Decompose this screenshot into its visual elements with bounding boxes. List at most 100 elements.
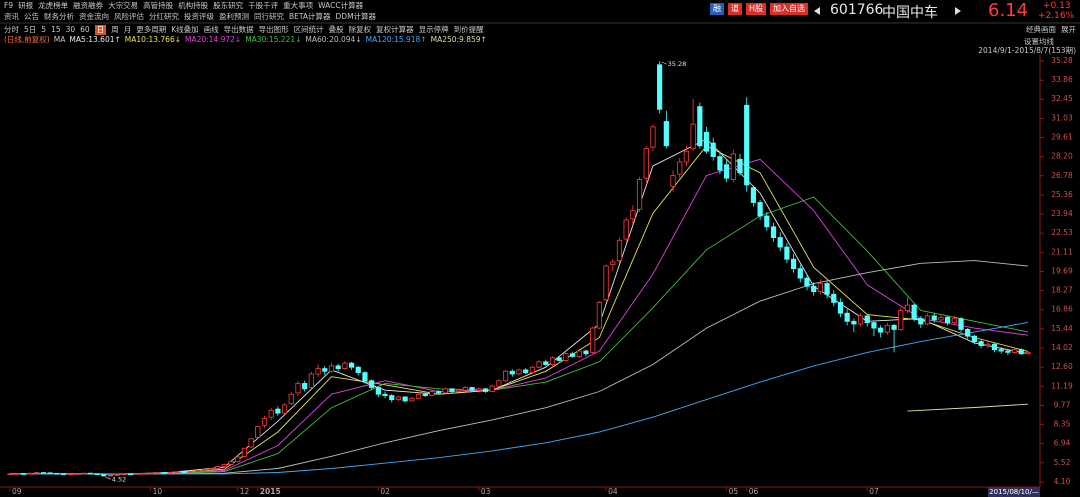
candle-body — [971, 335, 978, 342]
toolbar-item[interactable]: 导出图形 — [258, 25, 289, 34]
toolbar-item[interactable]: 显示停牌 — [418, 25, 449, 34]
menu-item[interactable]: 分红研究 — [149, 12, 179, 21]
ma-line — [907, 403, 1029, 412]
menu-item[interactable]: 研报 — [18, 1, 34, 10]
menu-item[interactable]: 股东研究 — [213, 1, 244, 10]
candle-body — [811, 285, 817, 293]
candle-body — [529, 366, 535, 374]
menu-item[interactable]: 资金流向 — [79, 12, 109, 21]
candle-body — [469, 387, 475, 391]
menu-item[interactable]: 龙虎榜单 — [38, 1, 69, 10]
toolbar-item[interactable]: 经典画面 — [1026, 25, 1056, 34]
candle-body — [503, 370, 509, 382]
annotation-label: 35.28 — [668, 60, 687, 68]
toolbar-item[interactable]: 叠股 — [328, 25, 344, 34]
candle-body — [1005, 350, 1011, 353]
menu-item[interactable]: 同行研究 — [254, 12, 284, 21]
toolbar-item[interactable]: 除复权 — [348, 25, 372, 34]
menu-item[interactable]: 机构持股 — [178, 1, 209, 10]
y-tick-label: 22.53 — [1051, 228, 1073, 237]
candle-body — [569, 353, 576, 357]
toolbar-item[interactable]: K线叠加 — [171, 25, 199, 34]
candle-body — [945, 316, 951, 324]
next-arrow[interactable] — [955, 7, 961, 15]
candle-body — [978, 341, 984, 347]
y-tick-label: 8.35 — [1054, 420, 1071, 429]
toolbar-item[interactable]: 分时 — [4, 25, 19, 34]
menu-item[interactable]: 公告 — [24, 12, 39, 21]
candle-body — [837, 302, 844, 314]
menu-item[interactable]: 重大事项 — [283, 1, 314, 10]
toolbar-item[interactable]: 月 — [123, 25, 132, 34]
menu-item[interactable]: 盈利预测 — [219, 12, 249, 21]
menu-item[interactable]: 资讯 — [4, 12, 19, 21]
menu-item[interactable]: WACC计算器 — [318, 1, 364, 10]
candle-body — [804, 277, 810, 287]
candle-body — [1025, 351, 1031, 355]
ma-settings[interactable]: 设置均线 — [1024, 37, 1054, 46]
candle-body — [429, 391, 435, 396]
candle-body — [462, 387, 469, 391]
candle-body — [436, 391, 442, 394]
candle-body — [924, 315, 931, 325]
toolbar-item[interactable]: 周 — [111, 25, 119, 34]
toolbar-item[interactable]: 到价提醒 — [453, 25, 484, 34]
header-button[interactable]: 道 — [728, 3, 742, 15]
candle-body — [563, 353, 569, 361]
candle-body — [549, 357, 556, 365]
menu-item[interactable]: 财务分析 — [44, 12, 74, 21]
menu-item[interactable]: 大宗交易 — [108, 1, 139, 10]
toolbar-item[interactable]: 日 — [94, 25, 107, 35]
toolbar-item[interactable]: 15 — [51, 25, 61, 34]
candle-body — [107, 474, 114, 477]
candle-body — [34, 472, 40, 474]
prev-arrow[interactable] — [814, 7, 820, 15]
candle-body — [636, 179, 643, 210]
toolbar-item[interactable]: 5日 — [24, 25, 37, 34]
menu-item[interactable]: 高管持股 — [143, 1, 174, 10]
candle-body — [757, 202, 763, 217]
candle-body — [101, 474, 107, 477]
candle-body — [516, 369, 522, 375]
menu-item[interactable]: 投资评级 — [184, 12, 214, 21]
toolbar-item[interactable]: 30 — [65, 25, 76, 34]
toolbar-item[interactable]: 更多周期 — [136, 25, 167, 34]
menu-item[interactable]: 风险评估 — [114, 12, 144, 21]
y-tick-label: 4.10 — [1054, 477, 1071, 486]
header-button[interactable]: 融 — [710, 3, 724, 15]
menu-item[interactable]: F9 — [4, 1, 14, 10]
header-button[interactable]: 加入自选 — [770, 3, 809, 15]
header-button[interactable]: H股 — [746, 3, 767, 15]
candle-body — [643, 148, 649, 179]
toolbar-item[interactable]: 画线 — [203, 25, 219, 34]
menu-item[interactable]: 融资融券 — [73, 1, 104, 10]
menu-item[interactable]: BETA计算器 — [289, 12, 331, 21]
legend-item: MA250:9.859↑ — [430, 35, 487, 44]
menu-item[interactable]: DDM计算器 — [335, 12, 377, 21]
y-tick-label: 25.36 — [1051, 190, 1073, 199]
candle-body — [442, 388, 448, 394]
candle-body — [161, 472, 167, 474]
y-tick-label: 31.03 — [1051, 113, 1073, 122]
candle-body — [7, 473, 13, 476]
ma-line — [9, 138, 1029, 475]
toolbar-item[interactable]: 60 — [80, 25, 90, 34]
y-tick-label: 33.86 — [1051, 75, 1073, 84]
toolbar-item[interactable]: 展开 — [1061, 25, 1076, 34]
toolbar-item[interactable]: 5 — [41, 25, 47, 34]
candle-body — [449, 388, 455, 392]
candle-body — [54, 472, 60, 475]
toolbar-item[interactable]: 区间统计 — [293, 25, 324, 34]
candle-body — [322, 368, 328, 372]
stock-code: 601766 — [830, 2, 884, 18]
x-tick-label: 06 — [749, 487, 759, 496]
toolbar-item[interactable]: 复权计算器 — [376, 25, 414, 34]
candle-body — [931, 315, 937, 321]
candle-body — [27, 472, 33, 475]
x-tick-label: 05 — [729, 487, 739, 496]
menu-item[interactable]: 千股千评 — [248, 1, 279, 10]
candle-body — [335, 365, 341, 369]
price-change: +0.13 — [1043, 1, 1071, 11]
toolbar-item[interactable]: 导出数据 — [223, 25, 254, 34]
